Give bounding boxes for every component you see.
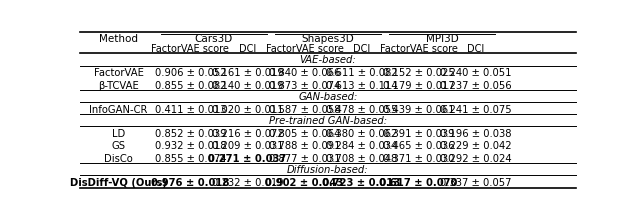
Text: 0.465 ± 0.036: 0.465 ± 0.036 [383, 141, 454, 151]
Text: 0.241 ± 0.075: 0.241 ± 0.075 [440, 105, 511, 115]
Text: 0.380 ± 0.062: 0.380 ± 0.062 [326, 129, 397, 139]
Text: 0.976 ± 0.018: 0.976 ± 0.018 [151, 178, 230, 188]
Text: FactorVAE score: FactorVAE score [152, 44, 229, 54]
Text: Diffusion-based:: Diffusion-based: [287, 165, 369, 175]
Text: LD: LD [112, 129, 125, 139]
Text: 0.237 ± 0.056: 0.237 ± 0.056 [440, 81, 511, 91]
Text: FactorVAE score: FactorVAE score [380, 44, 458, 54]
Text: 0.852 ± 0.039: 0.852 ± 0.039 [155, 129, 226, 139]
Text: 0.478 ± 0.055: 0.478 ± 0.055 [326, 105, 397, 115]
Text: 0.179 ± 0.017: 0.179 ± 0.017 [383, 81, 454, 91]
Text: 0.371 ± 0.030: 0.371 ± 0.030 [383, 154, 454, 164]
Text: 0.788 ± 0.091: 0.788 ± 0.091 [269, 141, 340, 151]
Text: 0.411 ± 0.013: 0.411 ± 0.013 [155, 105, 226, 115]
Text: GS: GS [111, 141, 125, 151]
Text: 0.873 ± 0.074: 0.873 ± 0.074 [269, 81, 340, 91]
Text: InfoGAN-CR: InfoGAN-CR [89, 105, 148, 115]
Text: β-TCVAE: β-TCVAE [98, 81, 139, 91]
Text: Pre-trained GAN-based:: Pre-trained GAN-based: [269, 116, 387, 126]
Text: 0.196 ± 0.038: 0.196 ± 0.038 [440, 129, 511, 139]
Text: 0.240 ± 0.051: 0.240 ± 0.051 [440, 68, 511, 78]
Text: Cars3D: Cars3D [195, 34, 233, 44]
Text: Method: Method [99, 34, 138, 44]
Text: VAE-based:: VAE-based: [300, 55, 356, 65]
Text: DisCo: DisCo [104, 154, 133, 164]
Text: 0.209 ± 0.031: 0.209 ± 0.031 [212, 141, 283, 151]
Text: 0.140 ± 0.019: 0.140 ± 0.019 [212, 81, 283, 91]
Text: 0.723 ± 0.013: 0.723 ± 0.013 [323, 178, 401, 188]
Text: 0.271 ± 0.037: 0.271 ± 0.037 [208, 154, 287, 164]
Text: 0.587 ± 0.058: 0.587 ± 0.058 [269, 105, 340, 115]
Text: DCI: DCI [467, 44, 484, 54]
Text: 0.284 ± 0.034: 0.284 ± 0.034 [326, 141, 397, 151]
Text: 0.611 ± 0.082: 0.611 ± 0.082 [326, 68, 397, 78]
Text: Shapes3D: Shapes3D [301, 34, 355, 44]
Text: FactorVAE: FactorVAE [93, 68, 143, 78]
Text: DCI: DCI [353, 44, 370, 54]
Text: 0.877 ± 0.031: 0.877 ± 0.031 [269, 154, 340, 164]
Text: 0.216 ± 0.072: 0.216 ± 0.072 [212, 129, 284, 139]
Text: 0.439 ± 0.061: 0.439 ± 0.061 [383, 105, 454, 115]
Text: 0.906 ± 0.052: 0.906 ± 0.052 [154, 68, 226, 78]
Text: 0.232 ± 0.019: 0.232 ± 0.019 [212, 178, 284, 188]
Text: 0.855 ± 0.074: 0.855 ± 0.074 [155, 154, 226, 164]
Text: GAN-based:: GAN-based: [298, 92, 358, 102]
Text: 0.932 ± 0.018: 0.932 ± 0.018 [155, 141, 226, 151]
Text: 0.020 ± 0.011: 0.020 ± 0.011 [212, 105, 283, 115]
Text: 0.292 ± 0.024: 0.292 ± 0.024 [440, 154, 511, 164]
Text: 0.708 ± 0.048: 0.708 ± 0.048 [326, 154, 397, 164]
Text: 0.161 ± 0.019: 0.161 ± 0.019 [212, 68, 284, 78]
Text: 0.805 ± 0.064: 0.805 ± 0.064 [269, 129, 340, 139]
Text: 0.337 ± 0.057: 0.337 ± 0.057 [440, 178, 511, 188]
Text: 0.855 ± 0.082: 0.855 ± 0.082 [155, 81, 226, 91]
Text: MPI3D: MPI3D [426, 34, 458, 44]
Text: 0.613 ± 0.114: 0.613 ± 0.114 [326, 81, 397, 91]
Text: 0.229 ± 0.042: 0.229 ± 0.042 [440, 141, 511, 151]
Text: DisDiff-VQ (Ours): DisDiff-VQ (Ours) [70, 178, 167, 188]
Text: 0.617 ± 0.070: 0.617 ± 0.070 [380, 178, 458, 188]
Text: 0.840 ± 0.066: 0.840 ± 0.066 [269, 68, 340, 78]
Text: FactorVAE score: FactorVAE score [266, 44, 344, 54]
Text: DCI: DCI [239, 44, 256, 54]
Text: 0.152 ± 0.025: 0.152 ± 0.025 [383, 68, 454, 78]
Text: 0.902 ± 0.043: 0.902 ± 0.043 [266, 178, 344, 188]
Text: 0.391 ± 0.039: 0.391 ± 0.039 [383, 129, 454, 139]
